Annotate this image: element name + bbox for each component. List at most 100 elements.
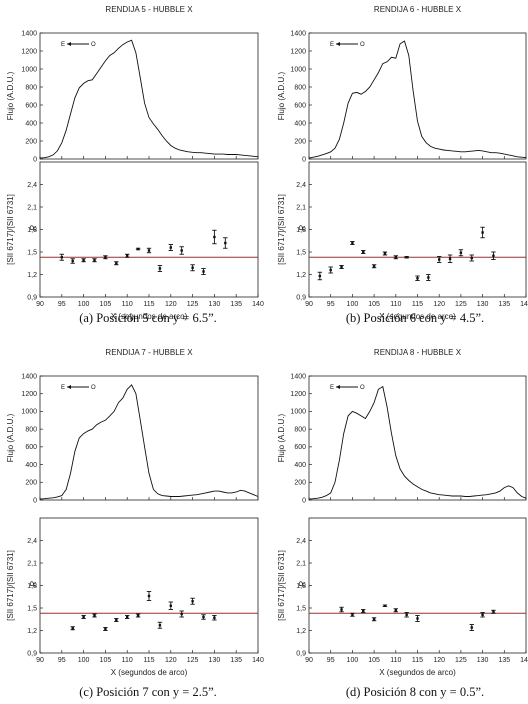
ratio-xtick-label: 90 <box>36 657 44 664</box>
ratio-data-point <box>339 606 344 613</box>
ratio-xlabel: X (segundos de arco) <box>111 668 188 677</box>
ratio-ytick-label: 0,9 <box>27 294 37 301</box>
ratio-ytick-label: 2,1 <box>296 204 306 211</box>
data-marker <box>191 266 194 269</box>
flux-ytick-label: 400 <box>25 462 37 469</box>
arrow-west-label: O <box>91 385 96 391</box>
ratio-data-point <box>382 251 388 256</box>
panel-caption: (b) Posición 6 con y = 4.5”. <box>346 311 484 325</box>
ratio-xtick-label: 140 <box>520 301 528 308</box>
ratio-data-point <box>415 615 420 622</box>
data-marker <box>136 614 140 617</box>
ratio-data-point <box>190 597 195 605</box>
ratio-ytick-label: 2,4 <box>27 538 37 545</box>
data-marker <box>416 277 419 280</box>
data-marker <box>492 254 495 257</box>
ratio-ytick-label: 1,8 <box>27 583 37 590</box>
ratio-xtick-label: 95 <box>58 657 66 664</box>
ratio-r-label: R <box>298 581 307 587</box>
ratio-data-point <box>146 591 152 601</box>
ratio-xtick-label: 105 <box>100 657 112 664</box>
data-marker <box>448 257 452 260</box>
ratio-data-point <box>201 268 206 275</box>
ratio-r-label: R <box>298 225 307 231</box>
ratio-xtick-label: 120 <box>165 657 177 664</box>
ratio-xtick-label: 115 <box>143 301 154 308</box>
ratio-xtick-label: 130 <box>209 657 221 664</box>
ratio-xtick-label: 140 <box>520 657 528 664</box>
flux-ytick-label: 400 <box>294 120 306 127</box>
data-marker <box>71 627 74 630</box>
data-marker <box>394 609 397 612</box>
ratio-data-point <box>393 608 398 613</box>
ratio-data-point <box>361 609 366 613</box>
ratio-ytick-label: 2,1 <box>27 204 37 211</box>
ratio-xtick-label: 95 <box>327 657 335 664</box>
chart-panel-3: RENDIJA 7 - HUBBLE X 0 200 400 600 800 1000 120… <box>6 348 264 699</box>
ratio-plot-frame <box>39 517 259 654</box>
ratio-xtick-label: 135 <box>498 657 510 664</box>
data-marker <box>340 608 343 611</box>
ratio-xtick-label: 125 <box>187 301 199 308</box>
ratio-data-point <box>81 615 86 619</box>
data-marker <box>372 265 376 268</box>
ratio-data-point <box>114 618 119 622</box>
data-marker <box>383 604 387 607</box>
ratio-xtick-label: 100 <box>78 301 90 308</box>
ratio-data-point <box>59 253 64 261</box>
ratio-ytick-label: 1,8 <box>296 583 306 590</box>
flux-ytick-label: 800 <box>294 84 306 91</box>
ratio-xtick-label: 100 <box>347 301 359 308</box>
data-marker <box>481 613 484 616</box>
flux-ytick-label: 600 <box>25 102 37 109</box>
ratio-xtick-label: 100 <box>347 657 359 664</box>
flux-ytick-label: 600 <box>25 444 37 451</box>
ratio-ylabel: [SII 6717]/[SII 6731] <box>6 194 15 265</box>
ratio-xtick-label: 115 <box>143 657 154 664</box>
data-marker <box>405 613 408 616</box>
ratio-r-label: R <box>29 225 38 231</box>
panel-caption: (d) Posición 8 con y = 0.5”. <box>346 685 484 699</box>
ratio-data-point <box>157 265 163 272</box>
ratio-ytick-label: 1,2 <box>296 628 306 635</box>
data-marker <box>383 252 387 255</box>
chart-title: RENDIJA 5 - HUBBLE X <box>105 5 193 14</box>
flux-ytick-label: 1400 <box>21 373 37 380</box>
ratio-data-point <box>70 626 75 631</box>
ratio-plot-frame <box>39 161 259 298</box>
data-marker <box>136 247 140 251</box>
data-marker <box>416 617 419 620</box>
data-marker <box>224 241 227 245</box>
data-marker <box>115 262 118 265</box>
data-marker <box>362 250 365 254</box>
ratio-data-point <box>146 247 152 254</box>
ratio-data-point <box>339 265 344 269</box>
arrow-east-label: E <box>61 42 65 48</box>
ratio-xtick-label: 110 <box>390 301 401 308</box>
ratio-xtick-label: 110 <box>122 301 133 308</box>
data-marker <box>470 626 473 629</box>
ratio-ytick-label: 1,5 <box>27 605 37 612</box>
ratio-data-point <box>103 255 108 260</box>
data-marker <box>180 249 183 252</box>
ratio-data-point <box>179 610 184 618</box>
ratio-xtick-label: 140 <box>252 657 264 664</box>
data-marker <box>470 256 473 260</box>
arrow-west-label: O <box>360 385 365 391</box>
flux-ytick-label: 0 <box>33 497 37 504</box>
flux-plot-frame <box>39 32 259 160</box>
flux-line <box>39 39 259 159</box>
ratio-data-point <box>125 615 130 619</box>
ratio-xtick-label: 95 <box>327 301 335 308</box>
data-marker <box>93 259 96 262</box>
ratio-xtick-label: 105 <box>368 657 380 664</box>
ratio-ytick-label: 2,1 <box>296 560 306 567</box>
ratio-ytick-label: 1,2 <box>27 628 37 635</box>
ratio-data-point <box>212 229 217 245</box>
ratio-xtick-label: 125 <box>187 657 199 664</box>
ratio-data-point <box>447 254 453 263</box>
flux-ytick-label: 0 <box>302 497 306 504</box>
data-marker <box>82 615 85 619</box>
flux-ytick-label: 600 <box>294 444 306 451</box>
